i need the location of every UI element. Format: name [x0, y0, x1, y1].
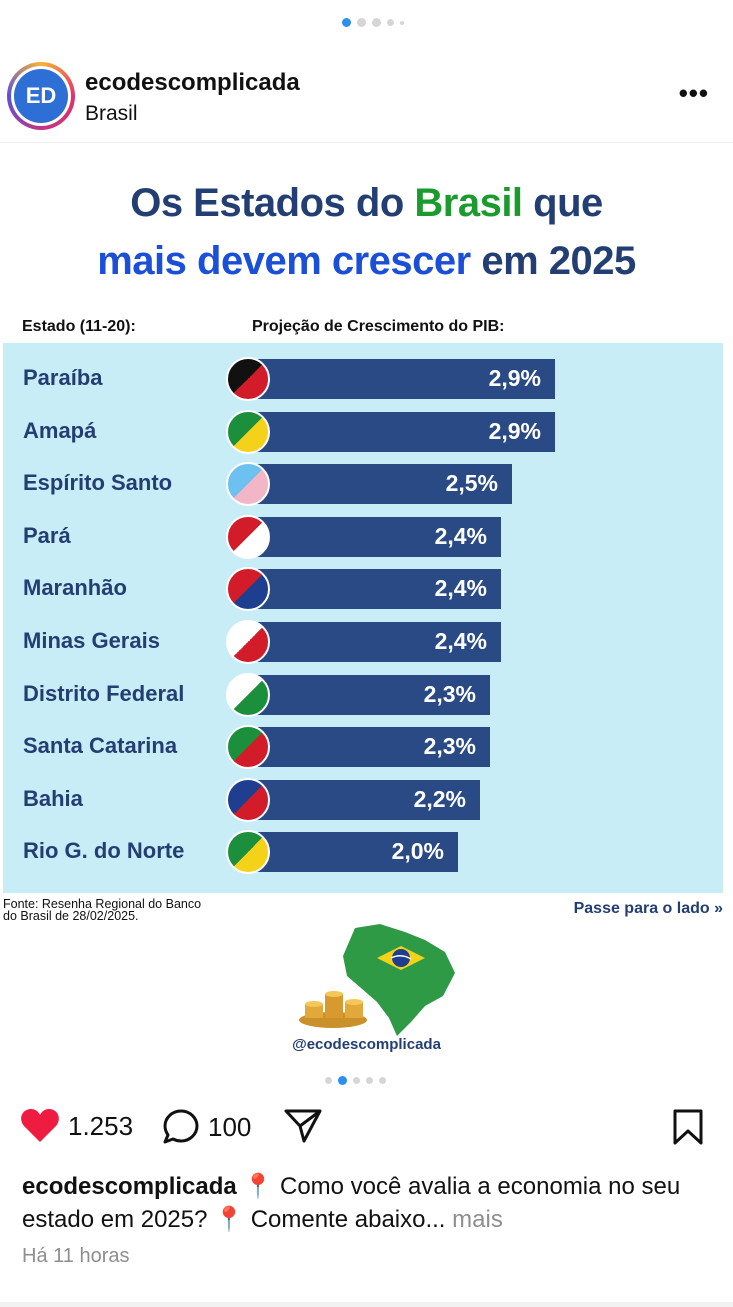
state-flag-icon: [226, 672, 270, 717]
carousel-dot: [366, 1077, 373, 1084]
category-label: Santa Catarina: [23, 733, 178, 759]
bar: 2,5%: [243, 464, 512, 505]
column-label-state: Estado (11-20):: [22, 318, 136, 335]
carousel-indicator-bottom: [325, 1076, 386, 1085]
share-icon[interactable]: [284, 1108, 322, 1144]
save-group: [672, 1108, 704, 1146]
category-label: Amapá: [23, 417, 97, 443]
bar: 2,3%: [243, 727, 490, 768]
bar: 2,0%: [243, 832, 458, 873]
avatar-initials: ED: [14, 69, 68, 123]
bar-value-label: 2,2%: [413, 785, 466, 812]
bar-value-label: 2,9%: [488, 365, 541, 391]
state-flag-icon: [226, 725, 270, 770]
carousel-dot-active: [342, 18, 351, 27]
bar-value-label: 2,9%: [488, 417, 541, 444]
caption-username[interactable]: ecodescomplicada: [22, 1173, 237, 1200]
category-label: Pará: [23, 522, 71, 548]
post-timestamp: Há 11 horas: [22, 1245, 130, 1267]
swipe-hint: Passe para o lado »: [573, 900, 723, 917]
chart-row: Paraíba 2,9%: [3, 357, 723, 401]
state-flag-icon: [226, 830, 270, 875]
chart-row: Pará 2,4%: [3, 514, 723, 559]
carousel-dot: [400, 20, 404, 25]
chart-row: Distrito Federal 2,3%: [3, 672, 723, 717]
category-label: Paraíba: [23, 365, 103, 390]
avatar[interactable]: ED: [7, 62, 75, 130]
share-group: [284, 1108, 322, 1144]
brand-handle: @ecodescomplicada: [292, 1036, 441, 1053]
bar-value-label: 2,4%: [434, 628, 487, 654]
bar: 2,4%: [243, 569, 501, 610]
infographic-title-line1: Os Estados do Brasil que: [130, 181, 603, 225]
category-label: Maranhão: [23, 575, 127, 601]
bar-value-label: 2,3%: [423, 680, 476, 707]
bookmark-icon[interactable]: [672, 1108, 704, 1146]
state-flag-icon: [226, 777, 270, 822]
infographic-title-line2: mais devem crescer em 2025: [97, 239, 636, 283]
category-label: Espírito Santo: [23, 470, 173, 496]
column-label-gdp: Projeção de Crescimento do PIB:: [252, 318, 505, 335]
state-flag-icon: [226, 462, 270, 507]
category-label: Bahia: [23, 785, 83, 811]
carousel-dot: [387, 19, 394, 26]
comment-count[interactable]: 100: [208, 1111, 252, 1142]
state-flag-icon: [226, 357, 270, 401]
carousel-dot: [379, 1077, 386, 1084]
divider: [0, 142, 733, 143]
bar-chart: Paraíba 2,9% Amapá 2,9% Espírito Santo 2,5% Pa…: [3, 343, 723, 893]
state-flag-icon: [226, 514, 270, 559]
more-options-icon[interactable]: •••: [678, 78, 709, 108]
comment-group: 100: [162, 1108, 251, 1146]
chart-row: Maranhão 2,4%: [3, 567, 723, 612]
heart-icon[interactable]: [20, 1108, 60, 1144]
carousel-dot: [357, 18, 366, 27]
post-location[interactable]: Brasil: [85, 102, 138, 125]
chart-row: Santa Catarina 2,3%: [3, 725, 723, 770]
bar-value-label: 2,3%: [423, 733, 476, 760]
divider: [0, 1302, 733, 1307]
carousel-dot: [353, 1077, 360, 1084]
chart-row: Rio G. do Norte 2,0%: [3, 830, 723, 875]
state-flag-icon: [226, 409, 270, 454]
post-header: ED ecodescomplicada Brasil •••: [0, 60, 733, 135]
caption-text: 📍 Como você avalia a economia no seu est…: [22, 1173, 681, 1233]
category-label: Rio G. do Norte: [23, 838, 185, 864]
carousel-dot: [372, 18, 381, 27]
caption-more-link[interactable]: mais: [452, 1206, 503, 1233]
bar: 2,9%: [243, 359, 555, 399]
bar-value-label: 2,0%: [391, 838, 444, 865]
comment-icon[interactable]: [162, 1108, 200, 1146]
bar: 2,4%: [243, 622, 501, 662]
chart-row: Espírito Santo 2,5%: [3, 462, 723, 507]
brand-logo: [285, 918, 465, 1053]
carousel-dot-active: [338, 1076, 347, 1085]
like-group: 1.253: [20, 1108, 133, 1144]
chart-row: Minas Gerais 2,4%: [3, 620, 723, 664]
bar: 2,9%: [243, 411, 555, 452]
source-note: Fonte: Resenha Regional do Banco do Bras…: [3, 897, 202, 923]
bar: 2,2%: [243, 779, 480, 820]
category-label: Minas Gerais: [23, 628, 160, 653]
category-label: Distrito Federal: [23, 680, 185, 706]
bar: 2,3%: [243, 674, 490, 715]
post-username[interactable]: ecodescomplicada: [85, 69, 300, 96]
state-flag-icon: [226, 620, 270, 664]
post-actions: 1.253 100: [0, 1100, 733, 1160]
like-count[interactable]: 1.253: [68, 1110, 134, 1141]
bar-value-label: 2,4%: [434, 575, 487, 602]
post-caption: ecodescomplicada 📍 Como você avalia a ec…: [22, 1170, 712, 1236]
post-image[interactable]: Os Estados do Brasil que mais devem cres…: [0, 143, 733, 1098]
bar-value-label: 2,4%: [434, 522, 487, 549]
state-flag-icon: [226, 567, 270, 612]
chart-row: Amapá 2,9%: [3, 409, 723, 454]
bar-value-label: 2,5%: [445, 470, 498, 497]
carousel-indicator-top: [342, 18, 404, 27]
bar: 2,4%: [243, 516, 501, 557]
carousel-dot: [325, 1077, 332, 1084]
brazil-map-icon: [299, 924, 455, 1036]
chart-row: Bahia 2,2%: [3, 777, 723, 822]
